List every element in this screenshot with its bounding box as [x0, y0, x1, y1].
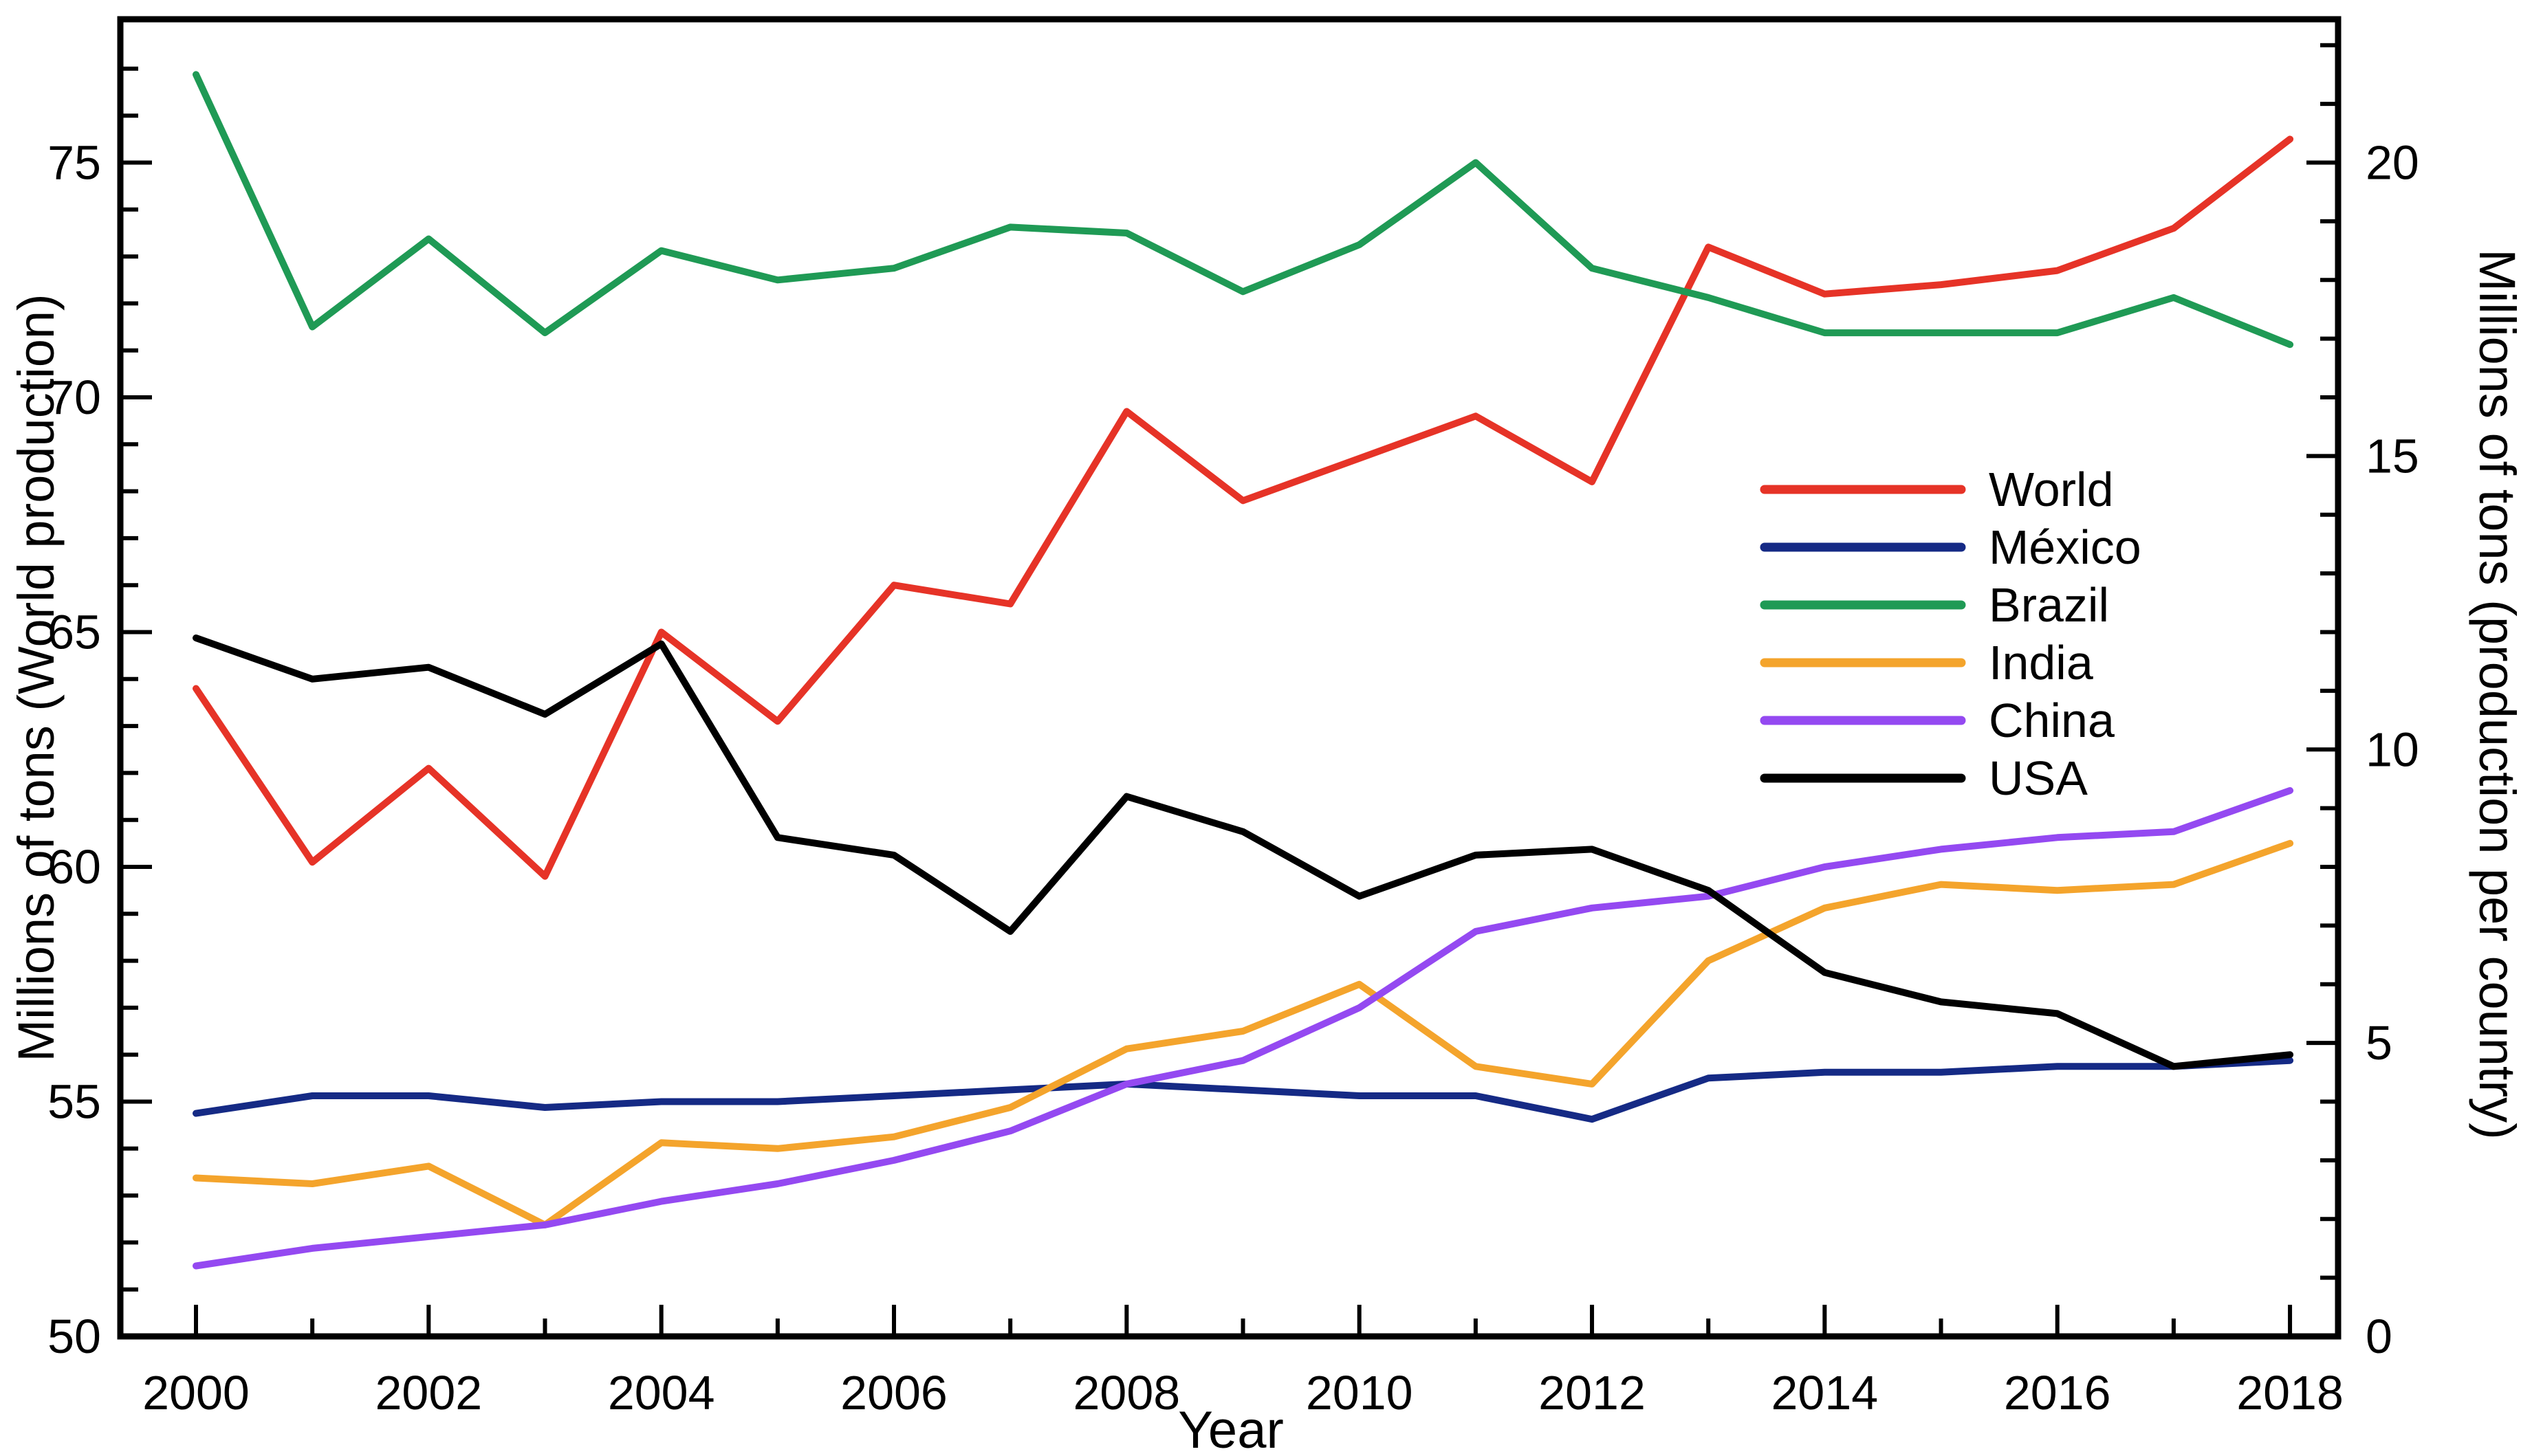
legend-label-mxico: México — [1989, 520, 2141, 574]
legend-label-world: World — [1989, 463, 2114, 516]
x-tick-label: 2000 — [142, 1366, 250, 1420]
x-tick-label: 2016 — [2004, 1366, 2111, 1420]
y-left-tick-label: 70 — [47, 371, 101, 424]
legend-label-china: China — [1989, 694, 2115, 747]
y-right-tick-label: 20 — [2366, 136, 2419, 190]
x-tick-label: 2012 — [1538, 1366, 1646, 1420]
series-line-usa — [193, 635, 2294, 1070]
y-right-tick-label: 10 — [2366, 723, 2419, 776]
x-tick-label: 2008 — [1073, 1366, 1180, 1420]
y-right-tick-label: 0 — [2366, 1310, 2392, 1363]
y-left-tick-label: 55 — [47, 1075, 101, 1129]
series-line-mxico — [193, 1057, 2294, 1123]
series-line-china — [193, 787, 2294, 1270]
x-tick-label: 2010 — [1306, 1366, 1413, 1420]
y-right-axis-title: Millions of tons (production per country… — [2469, 249, 2521, 1140]
y-left-tick-label: 60 — [47, 840, 101, 894]
x-axis-title: Year — [1178, 1401, 1284, 1456]
y-left-tick-label: 50 — [47, 1310, 101, 1363]
x-tick-label: 2002 — [375, 1366, 482, 1420]
x-tick-label: 2014 — [1771, 1366, 1879, 1420]
y-left-axis-title: Millions of tons (World production) — [8, 294, 65, 1061]
x-tick-label: 2006 — [840, 1366, 948, 1420]
series-line-brazil — [193, 71, 2294, 349]
series-line-india — [193, 839, 2294, 1228]
legend-label-usa: USA — [1989, 751, 2088, 805]
y-left-tick-label: 75 — [47, 136, 101, 190]
legend-label-brazil: Brazil — [1989, 578, 2109, 632]
legend-label-india: India — [1989, 636, 2093, 690]
y-right-tick-label: 5 — [2366, 1016, 2392, 1070]
y-right-tick-label: 15 — [2366, 429, 2419, 483]
x-tick-label: 2004 — [608, 1366, 715, 1420]
y-left-tick-label: 65 — [47, 606, 101, 659]
x-tick-label: 2018 — [2236, 1366, 2344, 1420]
series-line-world — [193, 135, 2294, 880]
